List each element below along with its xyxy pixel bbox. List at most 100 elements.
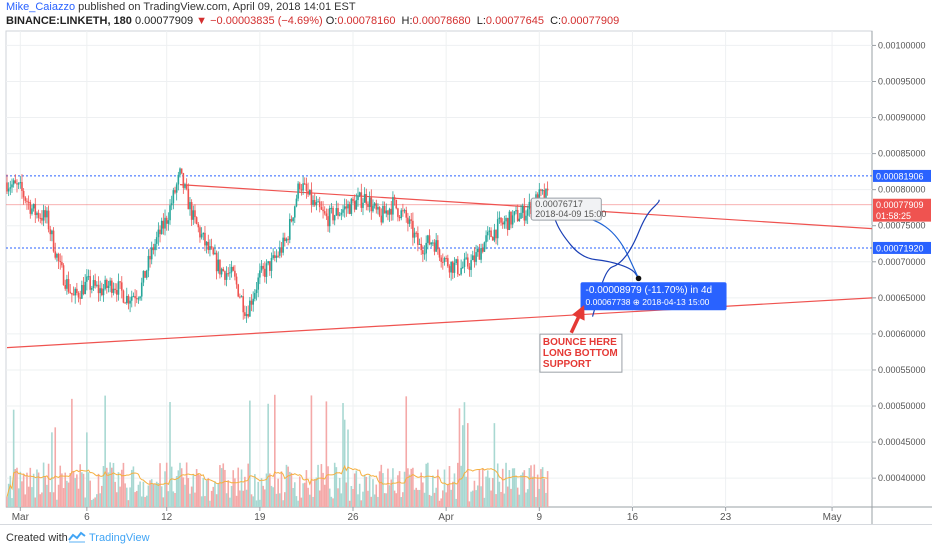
volume-bar	[521, 472, 524, 507]
change-arrow-icon: ▼	[196, 15, 208, 27]
y-tick-label: 0.00065000	[878, 293, 926, 303]
tradingview-brand-link[interactable]: TradingView	[89, 532, 150, 544]
volume-bar	[317, 464, 319, 507]
volume-bar	[134, 492, 136, 507]
volume-bar	[353, 473, 356, 507]
ohlc-low-key: L:	[476, 15, 486, 27]
candle-body	[234, 270, 236, 277]
candle-body	[145, 270, 148, 278]
volume-bar	[66, 480, 68, 507]
volume-bar	[175, 476, 178, 507]
volume-bar	[149, 480, 151, 507]
candle-body	[417, 233, 419, 245]
candle-body	[438, 249, 441, 258]
volume-bar	[328, 488, 331, 507]
volume-bar	[64, 472, 67, 507]
volume-bar	[154, 483, 156, 507]
volume-bar	[300, 497, 303, 507]
volume-bar	[257, 481, 259, 507]
volume-bar	[398, 471, 401, 507]
candle-body	[420, 243, 423, 251]
candle-body	[333, 215, 336, 221]
candle-body	[315, 202, 318, 206]
author-link[interactable]: Mike_Caiazzo	[6, 1, 76, 13]
volume-bar	[461, 425, 464, 507]
candle-body	[94, 280, 96, 286]
candle-body	[182, 173, 185, 188]
candle-body	[422, 250, 424, 254]
volume-bar	[375, 484, 378, 507]
y-tick-label: 0.00085000	[878, 149, 926, 159]
volume-bar	[501, 468, 504, 507]
candle-body	[388, 208, 391, 215]
volume-bar	[224, 469, 226, 507]
trendline	[6, 297, 872, 349]
volume-bar	[112, 462, 115, 507]
candle-body	[543, 190, 546, 200]
candle-body	[495, 229, 497, 239]
candle-body	[447, 258, 449, 267]
volume-bar	[132, 466, 135, 507]
candle-body	[124, 302, 126, 304]
y-tick-label: 0.00040000	[878, 473, 926, 483]
candle-body	[36, 212, 38, 216]
candle-body	[207, 241, 210, 251]
volume-bar	[177, 470, 180, 507]
volume-bar	[433, 492, 436, 507]
volume-bar	[194, 492, 196, 507]
x-tick-label: May	[823, 512, 842, 523]
candle-body	[505, 218, 507, 222]
candle-body	[139, 296, 141, 299]
candle-body	[506, 218, 509, 230]
volume-bar	[267, 403, 269, 507]
candle-body	[375, 203, 378, 210]
candle-body	[297, 183, 299, 199]
volume-bar	[478, 469, 481, 507]
candle-body	[189, 202, 191, 210]
candle-body	[267, 261, 269, 264]
candle-body	[84, 281, 86, 295]
candle-body	[280, 247, 283, 253]
x-tick-label: 23	[720, 512, 732, 523]
candle-body	[222, 268, 225, 272]
volume-bar	[456, 462, 459, 507]
candle-body	[132, 296, 135, 298]
volume-bar	[533, 464, 536, 507]
candle-body	[9, 187, 12, 189]
volume-bar	[34, 497, 37, 507]
volume-bar	[74, 478, 77, 507]
tooltip-box	[530, 197, 602, 221]
candle-body	[377, 207, 379, 210]
candle-body	[382, 205, 384, 223]
tooltip-price: 0.00076717	[535, 199, 583, 209]
candle-body	[352, 198, 354, 202]
candle-body	[245, 314, 248, 316]
volume-bar	[215, 494, 218, 507]
volume-bar	[62, 488, 65, 507]
symbol-label[interactable]: BINANCE:LINKETH, 180	[6, 15, 132, 27]
volume-bar	[192, 474, 195, 507]
annotation-line: LONG BOTTOM	[543, 348, 618, 359]
candle-body	[257, 277, 259, 290]
volume-bar	[59, 465, 62, 507]
price-chart[interactable]: 0.00100000 0.00095000 0.00090000 0.00085000…	[0, 0, 932, 524]
volume-bar	[498, 481, 501, 507]
volume-bar	[227, 480, 230, 507]
candle-body	[395, 199, 398, 209]
candle-body	[220, 268, 223, 275]
candle-body	[52, 230, 55, 252]
volume-bar	[453, 473, 456, 507]
volume-bar	[36, 469, 38, 507]
volume-bar	[71, 398, 73, 507]
candle-body	[282, 237, 284, 253]
volume-bar	[254, 474, 256, 507]
candle-body	[26, 200, 28, 202]
volume-bar	[220, 468, 223, 507]
candle-body	[174, 190, 176, 193]
volume-bar	[225, 493, 228, 507]
projection-path-down	[552, 213, 640, 279]
candle-body	[109, 280, 111, 286]
volume-bar	[515, 475, 517, 507]
candle-body	[498, 217, 501, 220]
candle-body	[102, 288, 105, 296]
